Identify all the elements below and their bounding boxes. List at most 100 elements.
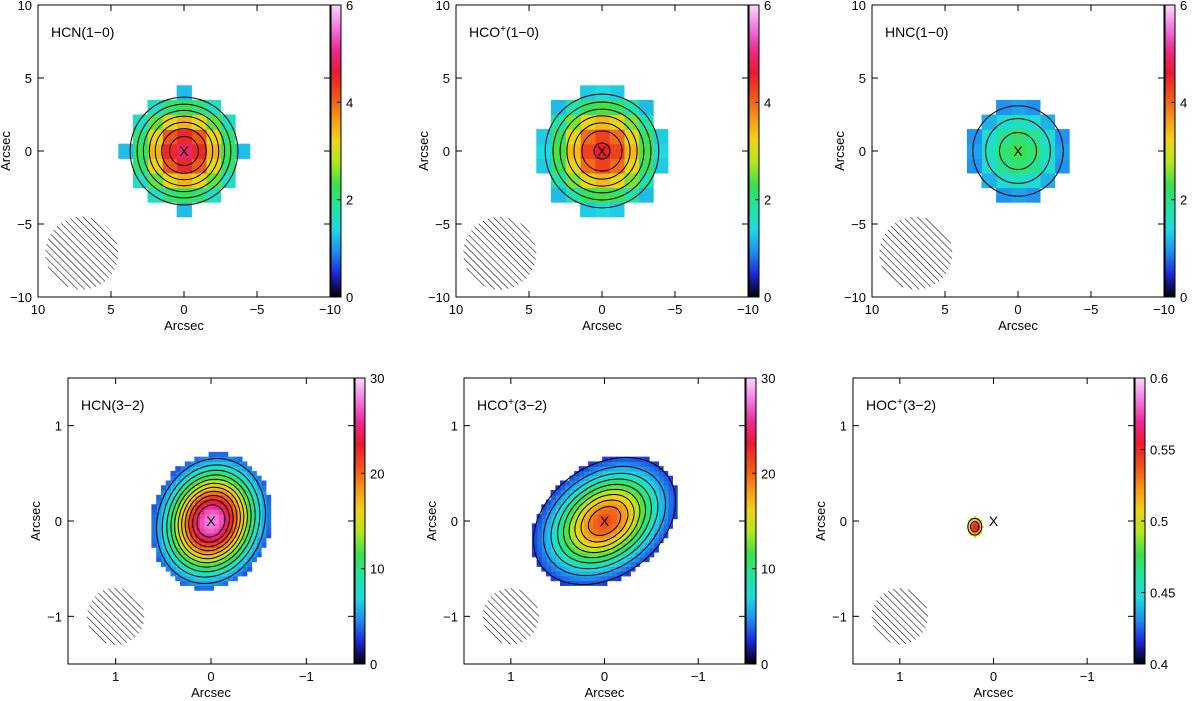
- map-pixel: [261, 480, 267, 486]
- map-pixel: [232, 547, 238, 553]
- map-pixel: [232, 513, 238, 520]
- colorbar-tick-label: 0: [1180, 290, 1187, 305]
- map-pixel: [550, 114, 567, 130]
- y-axis-label: Arcsec: [832, 131, 847, 171]
- map-pixel: [550, 523, 556, 529]
- map-pixel: [977, 531, 981, 534]
- map-pixel: [232, 528, 238, 534]
- map-pixel: [232, 523, 238, 529]
- map-pixel: [227, 466, 234, 472]
- map-pixel: [611, 547, 617, 553]
- map-pixel: [667, 518, 674, 524]
- map-pixel: [648, 490, 655, 496]
- y-axis-label: Arcsec: [813, 501, 828, 541]
- map-pixel: [232, 475, 238, 482]
- map-pixel: [203, 518, 210, 524]
- map-pixel: [218, 456, 224, 463]
- map-pixel: [667, 485, 674, 491]
- map-pixel: [968, 525, 971, 529]
- map-pixel: [625, 518, 631, 524]
- map-pixel: [630, 466, 636, 472]
- contour-level: [580, 499, 629, 543]
- map-pixel: [578, 571, 585, 577]
- map-pixel: [218, 480, 224, 486]
- map-pixel: [564, 494, 570, 501]
- map-pixel: [648, 537, 655, 544]
- colorbar-tick-label: 0.45: [1150, 586, 1175, 601]
- beam-ellipse: [463, 216, 537, 290]
- map-pixel: [583, 523, 589, 529]
- map-pixel: [251, 518, 257, 524]
- x-tick-label: −10: [1153, 302, 1175, 317]
- map-pixel: [569, 542, 575, 548]
- map-pixel: [634, 547, 641, 553]
- map-pixel: [232, 480, 238, 486]
- map-pixel: [165, 480, 172, 486]
- map-pixel: [184, 518, 191, 524]
- map-pixel: [606, 461, 613, 467]
- map-pixel: [251, 532, 257, 539]
- map-pixel: [199, 561, 205, 567]
- map-pixel: [968, 527, 971, 531]
- map-pixel: [592, 504, 599, 510]
- map-pixel: [602, 470, 608, 477]
- map-pixel: [602, 480, 608, 486]
- map-pixel: [602, 490, 608, 496]
- map-pixel: [241, 504, 248, 510]
- map-pixel: [975, 527, 979, 531]
- map-pixel: [588, 542, 594, 548]
- map-pixel: [208, 566, 214, 572]
- map-pixel: [194, 480, 200, 486]
- map-pixel: [170, 556, 176, 563]
- map-pixel: [218, 542, 224, 548]
- map-pixel: [184, 571, 191, 577]
- map-pixel: [536, 542, 542, 548]
- map-pixel: [227, 461, 234, 467]
- map-pixel: [160, 542, 167, 548]
- colorbar-tick-label: 0.4: [1150, 657, 1168, 672]
- map-pixel: [1010, 99, 1026, 116]
- map-pixel: [232, 518, 238, 524]
- map-pixel: [162, 158, 178, 174]
- map-pixel: [536, 518, 542, 524]
- colorbar: 0 10 20 30: [354, 371, 384, 672]
- map-pixel: [175, 542, 181, 548]
- x-tick-label: −5: [1084, 302, 1099, 317]
- map-pixel: [560, 504, 566, 510]
- map-pixel: [227, 509, 234, 515]
- map-pixel: [132, 143, 149, 159]
- map-pixel: [973, 529, 977, 533]
- map-pixel: [580, 202, 596, 218]
- map-pixel: [625, 537, 631, 544]
- map-pixel: [191, 114, 207, 130]
- map-pixel: [213, 451, 219, 458]
- map-pixel: [1054, 129, 1070, 145]
- colorbar-tick-label: 0.55: [1150, 443, 1175, 458]
- contour-level: [972, 105, 1064, 197]
- map-pixel: [213, 490, 219, 496]
- map-pixel: [189, 571, 195, 577]
- map-pixel: [199, 551, 205, 558]
- map-pixel: [588, 509, 594, 515]
- map-pixel: [597, 551, 603, 558]
- map-pixel: [218, 532, 224, 539]
- map-pixel: [648, 485, 655, 491]
- map-pixel: [180, 556, 186, 563]
- map-pixel: [634, 561, 641, 567]
- map-pixel: [639, 551, 645, 558]
- map-pixel: [583, 528, 589, 534]
- map-pixel: [550, 537, 556, 544]
- map-pixel: [667, 475, 674, 482]
- map-pixel: [602, 566, 608, 572]
- map-pixel: [237, 537, 243, 544]
- map-pixel: [574, 509, 580, 515]
- map-pixel: [574, 556, 580, 563]
- map-pixel: [979, 520, 982, 523]
- map-pixel: [971, 531, 975, 534]
- map-pixel: [550, 547, 556, 553]
- map-pixel: [564, 532, 570, 539]
- map-pixel: [644, 499, 650, 505]
- colorbar: 0 2 4 6: [1164, 0, 1187, 305]
- map-pixel: [564, 547, 570, 553]
- map-pixel: [611, 509, 617, 515]
